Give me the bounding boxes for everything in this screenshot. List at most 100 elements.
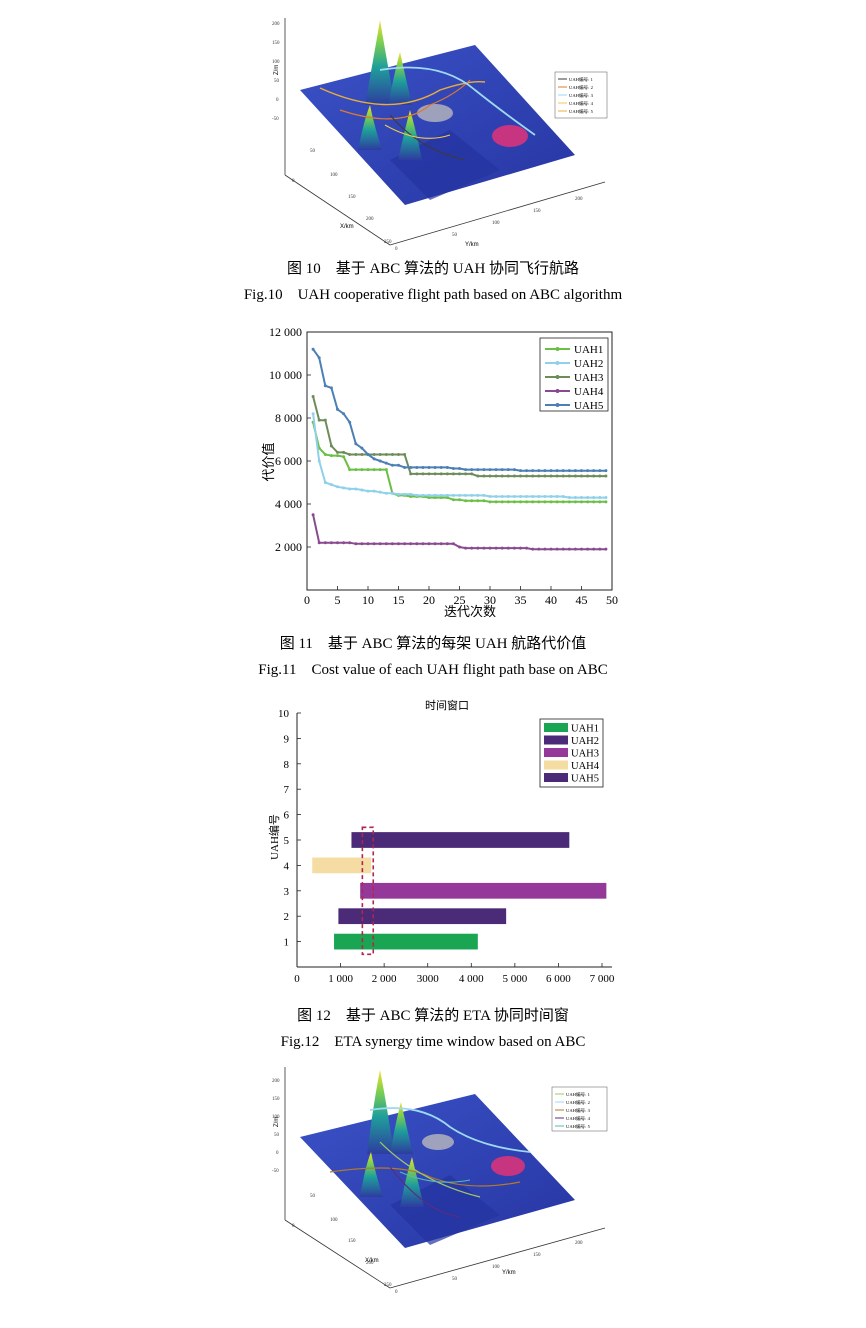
- data-point: [482, 474, 486, 478]
- data-point: [433, 496, 437, 500]
- data-point: [555, 547, 559, 551]
- data-point: [506, 546, 510, 550]
- fig11-caption-cn: 图 11 基于 ABC 算法的每架 UAH 航路代价值: [279, 636, 587, 652]
- data-point: [354, 442, 358, 446]
- data-point: [323, 453, 327, 457]
- data-point: [329, 454, 333, 458]
- x-tick: 50: [310, 1194, 316, 1199]
- data-point: [415, 465, 419, 469]
- data-point: [598, 469, 602, 473]
- data-point: [421, 493, 425, 497]
- data-point: [586, 474, 590, 478]
- y-tick-label: 3: [284, 886, 290, 898]
- x-tick: 200: [366, 217, 374, 222]
- data-point: [360, 446, 364, 450]
- data-point: [494, 546, 498, 550]
- data-point: [342, 541, 346, 545]
- data-point: [439, 472, 443, 476]
- data-point: [580, 500, 583, 504]
- data-point: [360, 468, 364, 472]
- legend-marker: [555, 361, 560, 365]
- data-point: [549, 469, 553, 473]
- data-point: [348, 541, 352, 545]
- z-tick: 50: [274, 1133, 280, 1138]
- data-point: [384, 461, 388, 465]
- data-point: [427, 465, 431, 469]
- fig12-caption-en: Fig.12 ETA synergy time window based on …: [280, 1034, 586, 1050]
- data-point: [421, 472, 425, 476]
- data-point: [592, 500, 596, 504]
- fig12-caption-cn: 图 12 基于 ABC 算法的 ETA 协同时间窗: [297, 1008, 569, 1024]
- data-point: [451, 542, 455, 546]
- fig12-y-axis-label: UAH编号: [267, 814, 281, 860]
- data-point: [378, 453, 382, 457]
- data-point: [329, 444, 333, 448]
- data-point: [378, 468, 382, 472]
- data-point: [427, 472, 431, 476]
- legend-marker: [555, 389, 560, 393]
- data-point: [604, 500, 608, 504]
- fig10-caption-cn: 图 10 基于 ABC 算法的 UAH 协同飞行航路: [286, 261, 580, 277]
- data-point: [561, 469, 565, 473]
- fig12-time-window-chart: 时间窗口 0 1 000 2 000 3000 4 000 5 000 6 000 7 000…: [267, 698, 615, 985]
- legend-swatch: [544, 723, 568, 732]
- data-point: [598, 500, 602, 504]
- x-tick-label: 0: [294, 973, 300, 985]
- data-point: [372, 468, 376, 472]
- y-tick-label: 4 000: [275, 497, 302, 511]
- data-point: [506, 500, 510, 504]
- data-point: [531, 500, 535, 504]
- legend-entry: UAH编号: 4: [569, 100, 594, 107]
- data-point: [323, 418, 327, 422]
- data-point: [372, 453, 376, 457]
- legend-entry: UAH2: [574, 358, 603, 370]
- z-tick: 50: [274, 79, 280, 84]
- data-point: [580, 496, 583, 500]
- data-point: [488, 546, 492, 550]
- x-tick: 100: [330, 1218, 338, 1223]
- legend-entry: UAH编号: 3: [569, 92, 594, 99]
- data-point: [372, 542, 376, 546]
- data-point: [409, 542, 413, 546]
- data-point: [567, 496, 571, 500]
- x-tick-label: 50: [606, 593, 618, 607]
- legend-entry: UAH4: [571, 761, 600, 772]
- legend-entry: UAH编号: 3: [566, 1107, 591, 1114]
- data-point: [506, 474, 510, 478]
- x-tick: 250: [384, 240, 392, 245]
- data-point: [311, 412, 315, 416]
- data-point: [433, 472, 437, 476]
- legend-marker: [555, 347, 560, 351]
- z-tick: -50: [272, 1169, 279, 1174]
- data-point: [409, 492, 413, 496]
- data-point: [494, 474, 498, 478]
- x-tick-label: 2 000: [372, 973, 397, 985]
- data-point: [421, 542, 425, 546]
- data-point: [360, 453, 364, 457]
- legend-marker: [555, 375, 560, 379]
- y-tick-label: 8 000: [275, 411, 302, 425]
- z-axis-label: Z/m: [274, 65, 280, 75]
- data-point: [573, 500, 577, 504]
- z-tick: 200: [272, 22, 280, 27]
- y-tick: 150: [533, 1253, 541, 1258]
- data-point: [390, 453, 394, 457]
- x-tick-label: 6 000: [546, 973, 571, 985]
- data-point: [415, 493, 419, 497]
- legend-entry: UAH编号: 4: [566, 1115, 591, 1122]
- data-point: [598, 496, 602, 500]
- data-point: [476, 468, 480, 472]
- data-point: [537, 500, 541, 504]
- data-point: [592, 474, 596, 478]
- data-point: [543, 494, 547, 498]
- data-point: [311, 513, 315, 517]
- fig13-terrain-plot: 200 150 100 50 0 -50 Z/m 0 50 100 150 20…: [272, 1067, 608, 1294]
- legend-swatch: [544, 773, 568, 782]
- data-point: [586, 496, 590, 500]
- data-point: [451, 467, 455, 471]
- data-point: [567, 474, 571, 478]
- fig10-legend: UAH编号: 1 UAH编号: 2 UAH编号: 3 UAH编号: 4 UAH编…: [554, 71, 608, 119]
- data-point: [397, 492, 400, 496]
- y-tick-label: 12 000: [269, 325, 302, 339]
- data-point: [336, 454, 339, 458]
